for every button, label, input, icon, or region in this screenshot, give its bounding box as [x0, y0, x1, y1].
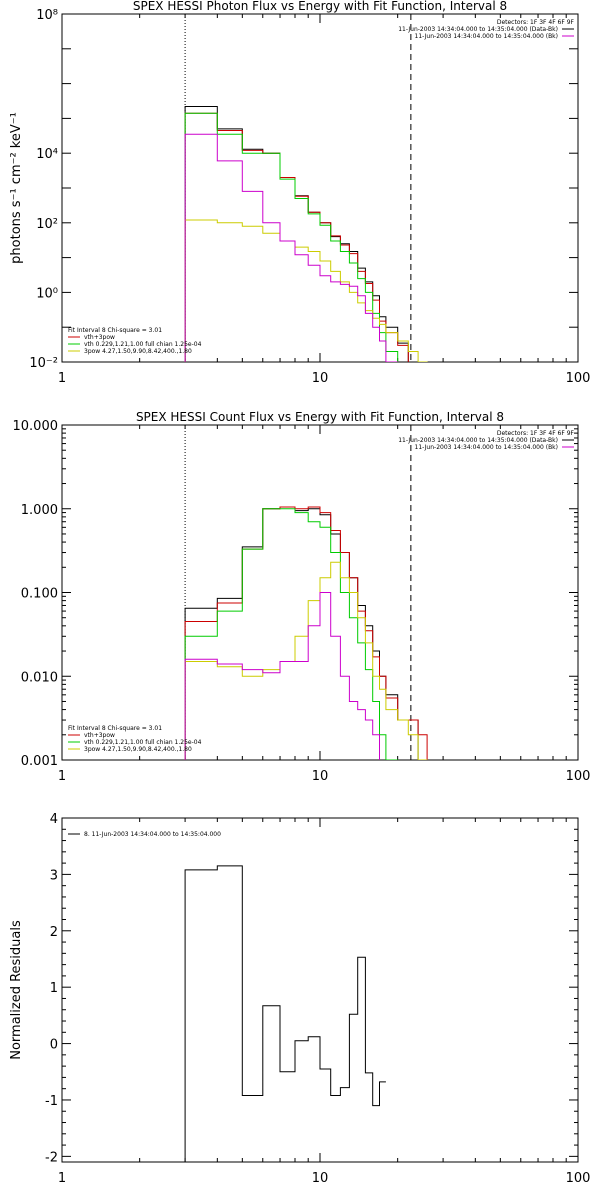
legend-text: 3pow 4.27,1.50,9.90,8.42,400.,1.80	[84, 348, 192, 355]
x-tick-label: 1	[58, 769, 66, 784]
y-tick-label: 10⁴	[36, 147, 58, 162]
info-line: 11-Jun-2003 14:34:04.000 to 14:35:04.000…	[415, 33, 558, 40]
info-line: 11-Jun-2003 14:34:04.000 to 14:35:04.000…	[398, 26, 558, 33]
y-tick-label: 0.010	[21, 670, 58, 685]
y-tick-label: -1	[45, 1094, 58, 1109]
legend-text: 3pow 4.27,1.50,9.90,8.42,400.,1.80	[84, 746, 192, 753]
y-tick-label: 4	[50, 812, 58, 827]
x-tick-label: 10	[312, 371, 329, 386]
y-tick-label: 3	[50, 868, 58, 883]
y-tick-label: 0.100	[21, 587, 58, 602]
series-line-5	[184, 592, 380, 760]
chart-panel-2: SPEX HESSI Count Flux vs Energy with Fit…	[13, 410, 591, 784]
y-tick-label: 2	[50, 925, 58, 940]
info-line: 11-Jun-2003 14:34:04.000 to 14:35:04.000…	[415, 444, 558, 451]
series-line-4	[184, 219, 428, 362]
y-axis-label: Normalized Residuals	[9, 920, 24, 1060]
x-tick-label: 1	[58, 1171, 66, 1186]
x-tick-label: 100	[566, 371, 591, 386]
legend-text: vth+3pow	[84, 732, 115, 739]
y-axis-label: photons s⁻¹ cm⁻² keV⁻¹	[9, 112, 24, 264]
chart-title: SPEX HESSI Count Flux vs Energy with Fit…	[136, 410, 504, 424]
series-line-2	[184, 112, 409, 362]
x-tick-label: 1	[58, 371, 66, 386]
legend-text: vth 0.229,1.21,1.00 full chian 1.25e-04	[84, 739, 202, 746]
x-tick-label: 100	[566, 769, 591, 784]
x-tick-label: 100	[566, 1171, 591, 1186]
legend-text: Fit Interval 8 Chi-square = 3.01	[68, 327, 162, 334]
info-line: Detectors: 1F 3F 4F 6F 9F	[497, 430, 575, 437]
y-tick-label: 10⁰	[36, 286, 58, 301]
info-line: 11-Jun-2003 14:34:04.000 to 14:35:04.000…	[398, 437, 558, 444]
y-tick-label: 10.000	[13, 419, 59, 434]
chart-title: SPEX HESSI Photon Flux vs Energy with Fi…	[133, 0, 507, 13]
y-tick-label: 1	[50, 981, 58, 996]
y-tick-label: 0	[50, 1038, 58, 1053]
series-group	[184, 106, 428, 362]
y-tick-label: 10⁻²	[29, 356, 58, 371]
legend-text: Fit Interval 8 Chi-square = 3.01	[68, 725, 162, 732]
x-tick-label: 10	[312, 1171, 329, 1186]
series-group	[184, 865, 386, 1162]
legend-text: vth 0.229,1.21,1.00 full chian 1.25e-04	[84, 341, 202, 348]
y-tick-label: -2	[45, 1150, 58, 1165]
series-line-5	[184, 133, 399, 362]
y-tick-label: 0.001	[21, 754, 58, 769]
series-line-3	[184, 508, 399, 760]
series-line-2	[184, 506, 428, 760]
y-tick-label: 10⁸	[36, 8, 58, 23]
info-line: Detectors: 1F 3F 4F 6F 9F	[497, 19, 575, 26]
series-line-3	[184, 112, 399, 362]
y-tick-label: 10²	[36, 217, 58, 232]
plot-frame	[61, 817, 579, 1163]
chart-panel-1: SPEX HESSI Photon Flux vs Energy with Fi…	[9, 0, 590, 386]
x-tick-label: 10	[312, 769, 329, 784]
legend-text: vth+3pow	[84, 334, 115, 341]
y-tick-label: 1.000	[21, 503, 58, 518]
series-group	[184, 506, 428, 760]
legend-text: 8. 11-Jun-2003 14:34:04.000 to 14:35:04.…	[84, 831, 221, 838]
chart-panel-3: 1 10 100 -2 -1 0 1 2 3 4 Normalized Residuals 8. 11…	[9, 812, 590, 1186]
plot-frame	[61, 13, 579, 363]
series-line-1	[184, 865, 386, 1162]
